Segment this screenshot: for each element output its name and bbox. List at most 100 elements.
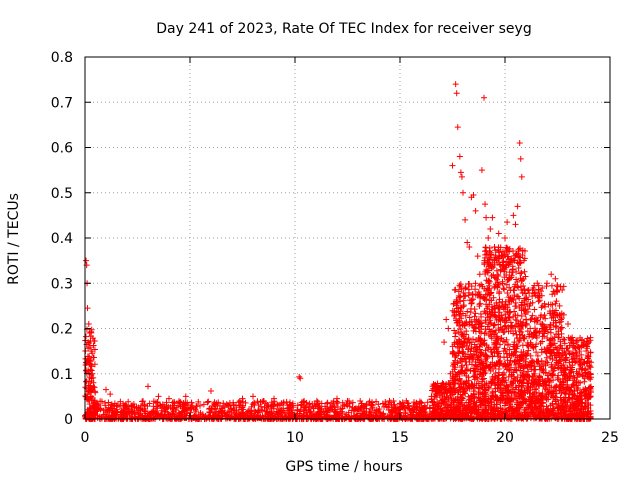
data-point — [424, 399, 431, 406]
data-point — [274, 401, 281, 408]
data-point — [343, 411, 350, 418]
data-point — [470, 327, 477, 334]
data-point — [387, 413, 394, 420]
data-point — [150, 415, 157, 422]
data-point — [468, 392, 474, 399]
data-point — [274, 409, 281, 416]
data-point — [482, 201, 489, 208]
data-point — [121, 412, 128, 419]
data-point — [254, 409, 261, 416]
data-point — [180, 407, 187, 414]
data-point — [413, 400, 420, 407]
data-point — [208, 415, 215, 422]
data-point — [86, 405, 93, 412]
data-point — [464, 239, 471, 246]
data-point — [431, 393, 438, 400]
y-tick-label: 0.1 — [51, 367, 73, 383]
data-point — [91, 361, 98, 368]
data-point — [200, 401, 207, 408]
data-point — [182, 393, 189, 400]
data-point — [82, 355, 89, 362]
data-point — [204, 399, 211, 406]
data-point — [89, 350, 96, 357]
data-point — [356, 410, 363, 417]
x-tick-label: 5 — [186, 430, 195, 446]
data-point — [346, 398, 353, 405]
data-point — [410, 402, 417, 409]
data-point — [85, 320, 92, 327]
data-point — [333, 398, 340, 405]
data-point — [355, 403, 362, 410]
data-point — [318, 400, 325, 407]
data-point — [107, 391, 114, 398]
data-point — [436, 392, 443, 399]
data-point — [163, 402, 170, 409]
data-point — [474, 253, 481, 260]
data-point — [224, 411, 231, 418]
data-point — [428, 396, 435, 403]
data-point — [150, 398, 157, 405]
data-point — [158, 407, 165, 414]
data-point — [478, 167, 485, 174]
data-point — [454, 124, 461, 131]
data-point — [84, 305, 91, 312]
data-point — [314, 398, 321, 405]
data-point — [437, 414, 444, 421]
data-point — [208, 387, 214, 394]
data-point — [317, 406, 324, 413]
data-point — [421, 406, 428, 413]
y-tick-label: 0.6 — [51, 141, 73, 157]
data-point — [195, 398, 202, 405]
data-point — [495, 230, 502, 237]
data-point — [280, 399, 287, 406]
data-point — [289, 402, 296, 409]
data-point — [172, 406, 179, 413]
data-point — [179, 408, 186, 415]
data-point — [452, 333, 459, 340]
data-point — [351, 406, 358, 413]
data-point — [384, 414, 391, 421]
data-point — [390, 397, 397, 404]
data-point — [296, 373, 303, 380]
x-tick-label: 10 — [286, 430, 304, 446]
data-point — [337, 406, 344, 413]
data-point — [430, 381, 437, 388]
data-point — [208, 406, 215, 413]
data-point — [407, 411, 414, 418]
data-point — [504, 219, 511, 226]
data-point — [415, 411, 422, 418]
y-tick-label: 0 — [64, 412, 73, 428]
data-point — [410, 409, 417, 416]
data-point — [175, 409, 182, 416]
data-point — [265, 415, 272, 422]
data-point — [271, 398, 278, 405]
data-point — [257, 415, 264, 422]
x-tick-label: 25 — [601, 430, 619, 446]
data-point — [165, 411, 172, 418]
data-point — [483, 214, 490, 221]
data-point — [306, 409, 313, 416]
data-point — [367, 414, 374, 421]
data-point — [294, 406, 301, 413]
data-point — [298, 402, 305, 409]
data-point — [255, 402, 262, 409]
data-point — [372, 414, 379, 421]
data-point — [475, 396, 482, 403]
data-point — [343, 401, 350, 408]
data-point — [361, 403, 368, 410]
data-point — [453, 90, 460, 97]
data-point — [453, 315, 460, 322]
data-point — [263, 408, 270, 415]
data-point — [456, 153, 463, 160]
y-tick-label: 0.3 — [51, 276, 73, 292]
data-point — [226, 408, 233, 415]
data-point — [260, 398, 267, 405]
data-point — [207, 408, 214, 415]
data-point — [465, 286, 472, 293]
data-point — [466, 340, 473, 347]
data-point — [155, 393, 162, 400]
data-point — [442, 410, 449, 417]
data-point — [318, 411, 325, 418]
data-point — [510, 212, 517, 219]
